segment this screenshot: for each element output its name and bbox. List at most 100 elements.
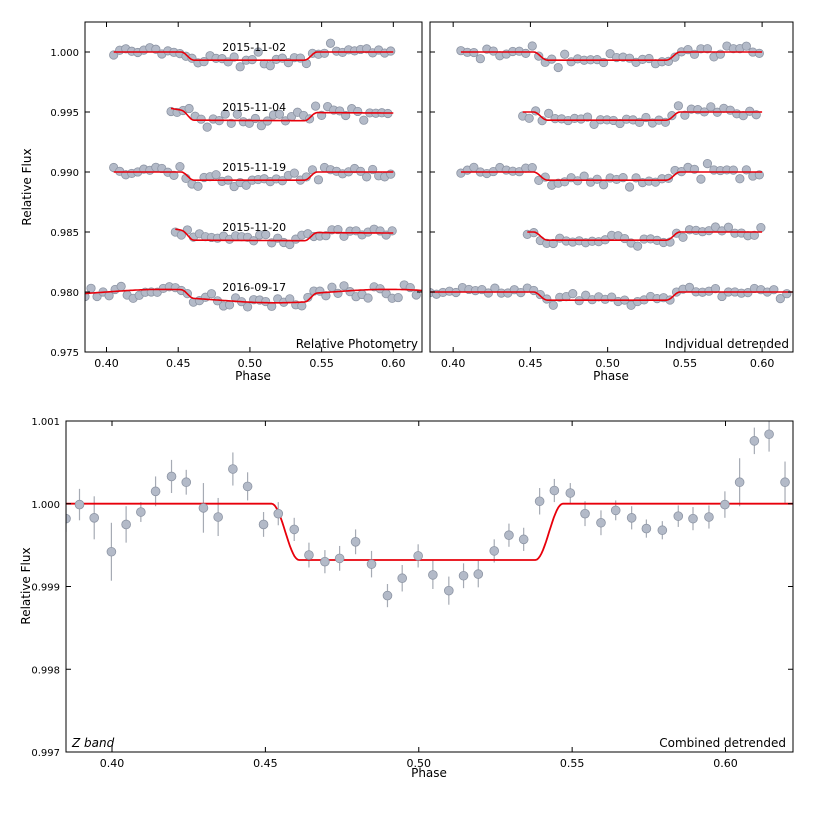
data-point <box>458 570 469 581</box>
data-point <box>428 570 438 580</box>
series-2015-11-02 <box>456 41 764 73</box>
model-line <box>460 51 763 61</box>
data-point <box>121 519 131 530</box>
x-tick-label: 0.40 <box>94 357 119 370</box>
data-point <box>313 175 324 185</box>
model-line <box>527 231 763 241</box>
panel-label: Individual detrended <box>665 337 789 351</box>
x-axis-label: Phase <box>411 766 447 780</box>
x-tick-label: 0.60 <box>713 757 738 770</box>
y-tick-label: 0.975 <box>50 348 79 359</box>
data-point <box>657 525 668 536</box>
data-point <box>475 54 485 64</box>
data-point <box>339 281 349 291</box>
series-label: 2015-11-02 <box>222 41 286 54</box>
data-point <box>393 292 403 303</box>
panel-frame <box>84 21 423 353</box>
data-point <box>261 230 271 240</box>
data-point <box>489 546 500 556</box>
x-tick-label: 0.60 <box>750 357 775 370</box>
relative-photometry-panel: 2015-11-02 2015-11-04 2015-11-19 2015-11-20… <box>20 21 423 383</box>
series-2015-11-02 <box>109 38 396 72</box>
data-point <box>473 569 484 579</box>
series-2015-11-19 <box>109 161 396 192</box>
x-tick-label: 0.50 <box>595 357 620 370</box>
data-point <box>560 49 570 59</box>
data-point <box>353 106 363 117</box>
y-tick-label: 1.000 <box>50 48 79 59</box>
model-line <box>113 171 394 181</box>
data-point <box>775 294 785 304</box>
transit-model-line <box>66 502 793 561</box>
data-point <box>723 222 734 232</box>
x-tick-label: 0.45 <box>253 757 278 770</box>
data-point <box>273 508 284 519</box>
data-point <box>289 168 299 178</box>
y-tick-label: 0.998 <box>31 665 60 676</box>
series-2015-11-20 <box>522 222 766 251</box>
data-point <box>565 488 576 498</box>
data-point <box>549 485 560 496</box>
data-point <box>256 121 266 131</box>
model-line <box>85 288 422 304</box>
data-point <box>350 537 361 547</box>
data-point <box>224 300 235 310</box>
x-tick-label: 0.60 <box>381 357 406 370</box>
data-point <box>673 511 684 521</box>
x-axis-label: Phase <box>593 369 629 383</box>
data-point <box>678 232 688 242</box>
data-point <box>548 300 558 310</box>
data-point <box>670 52 680 62</box>
series-label: 2015-11-20 <box>222 221 286 234</box>
data-point <box>206 289 217 299</box>
data-point <box>696 174 706 184</box>
series-label: 2015-11-19 <box>222 161 286 174</box>
data-point <box>710 284 721 294</box>
data-point <box>334 553 345 564</box>
model-line <box>113 51 394 61</box>
combined-detrended-panel: 0.40 0.45 0.50 0.55 0.60 0.997 0.998 0.999 1.000… <box>19 417 794 780</box>
data-point <box>397 573 407 584</box>
data-point <box>633 241 643 251</box>
data-point <box>66 513 71 524</box>
data-point <box>667 111 677 121</box>
band-label: Z band <box>71 736 115 750</box>
data-point <box>235 62 245 72</box>
data-point <box>359 115 369 125</box>
data-point <box>504 530 514 540</box>
x-tick-label: 0.55 <box>560 757 585 770</box>
data-point <box>310 101 321 111</box>
data-point <box>228 464 238 474</box>
data-point <box>413 551 423 561</box>
data-point <box>534 496 545 507</box>
model-line <box>460 171 763 181</box>
x-tick-label: 0.40 <box>441 357 466 370</box>
data-point <box>702 159 713 169</box>
data-point <box>265 61 275 71</box>
data-point <box>624 182 635 192</box>
data-point <box>782 289 792 299</box>
y-axis-label: Relative Flux <box>19 547 33 624</box>
data-point <box>198 503 209 513</box>
data-point <box>250 113 260 124</box>
data-point <box>734 477 745 488</box>
x-tick-label: 0.45 <box>166 357 191 370</box>
data-point <box>274 109 285 119</box>
data-point <box>386 46 396 56</box>
data-point <box>366 559 377 569</box>
series-label: 2016-09-17 <box>222 281 286 294</box>
panel-frame <box>65 420 794 753</box>
x-tick-label: 0.40 <box>100 757 125 770</box>
data-point <box>89 513 100 523</box>
data-point <box>764 429 774 440</box>
data-point <box>749 436 760 446</box>
data-point <box>702 44 713 54</box>
data-point <box>582 112 593 122</box>
data-point <box>211 170 221 180</box>
data-point <box>382 590 393 601</box>
data-point <box>680 110 690 120</box>
x-tick-label: 0.50 <box>407 757 432 770</box>
data-point <box>261 296 271 307</box>
data-point <box>610 505 621 516</box>
